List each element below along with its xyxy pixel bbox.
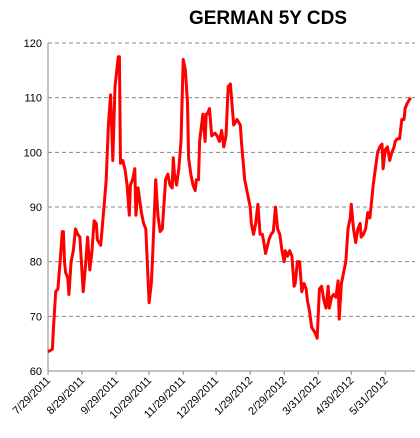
- y-tick-label: 100: [24, 147, 42, 159]
- y-tick-label: 60: [30, 366, 42, 378]
- line: [47, 55, 412, 354]
- y-tick-label: 80: [30, 257, 42, 269]
- y-tick-label: 90: [30, 202, 42, 214]
- chart-title: GERMAN 5Y CDS: [189, 8, 347, 29]
- y-tick-label: 120: [24, 38, 42, 50]
- y-tick-label: 110: [24, 93, 42, 105]
- y-tick-label: 70: [30, 311, 42, 323]
